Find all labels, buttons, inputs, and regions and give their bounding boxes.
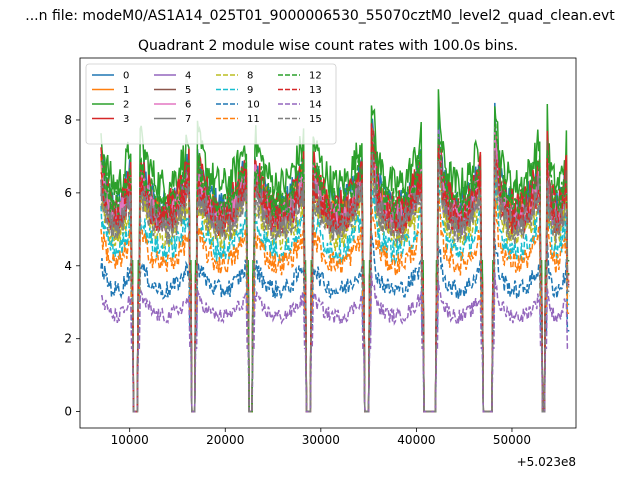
legend-item-12: 12 (278, 71, 322, 82)
x-tick-label: 30000 (302, 433, 340, 447)
chart-title: Quadrant 2 module wise count rates with … (138, 38, 518, 54)
legend-item-3: 3 (92, 114, 129, 125)
legend-item-8: 8 (216, 71, 253, 82)
legend-label: 13 (309, 85, 322, 96)
legend-item-6: 6 (154, 100, 191, 111)
legend-item-4: 4 (154, 71, 191, 82)
legend-label: 14 (309, 100, 322, 111)
legend-label: 8 (247, 71, 253, 82)
y-tick-label: 6 (64, 186, 72, 200)
legend-item-13: 13 (278, 85, 322, 96)
y-tick-label: 2 (64, 332, 72, 346)
legend-label: 10 (247, 100, 260, 111)
legend-label: 12 (309, 71, 322, 82)
legend-label: 9 (247, 85, 253, 96)
legend-box (85, 63, 337, 145)
series-line-8 (100, 160, 570, 413)
x-tick-label: 50000 (493, 433, 531, 447)
figure-suptitle: ...n file: modeM0/AS1A14_025T01_90000065… (25, 8, 615, 24)
x-axis: 10000 20000 30000 40000 50000 (111, 428, 531, 447)
y-axis: 0 2 4 6 8 (64, 113, 80, 419)
plot-area (79, 57, 577, 429)
legend-label: 0 (123, 71, 129, 82)
series-line-15 (100, 150, 570, 413)
y-tick-label: 8 (64, 113, 72, 127)
legend-label: 1 (123, 85, 129, 96)
legend-label: 6 (185, 100, 191, 111)
plot-frame (79, 57, 577, 429)
legend-item-11: 11 (216, 114, 260, 125)
x-tick-label: 10000 (111, 433, 149, 447)
series-line-14 (101, 272, 570, 413)
legend-label: 2 (123, 100, 129, 111)
y-tick-label: 4 (64, 259, 72, 273)
legend-item-14: 14 (278, 100, 322, 111)
legend-item-7: 7 (154, 114, 191, 125)
legend-item-2: 2 (92, 100, 129, 111)
legend-label: 4 (185, 71, 191, 82)
legend-item-9: 9 (216, 85, 253, 96)
x-tick-label: 20000 (206, 433, 244, 447)
legend-label: 11 (247, 114, 260, 125)
x-tick-label: 40000 (397, 433, 435, 447)
legend-label: 15 (309, 114, 322, 125)
legend-item-1: 1 (92, 85, 129, 96)
y-tick-label: 0 (64, 405, 72, 419)
legend-label: 5 (185, 85, 191, 96)
legend-label: 7 (185, 114, 191, 125)
legend-item-0: 0 (92, 71, 129, 82)
legend-item-10: 10 (216, 100, 260, 111)
legend-item-15: 15 (278, 114, 322, 125)
legend-label: 3 (123, 114, 129, 125)
x-offset-label: +5.023e8 (517, 455, 576, 469)
legend-item-5: 5 (154, 85, 191, 96)
